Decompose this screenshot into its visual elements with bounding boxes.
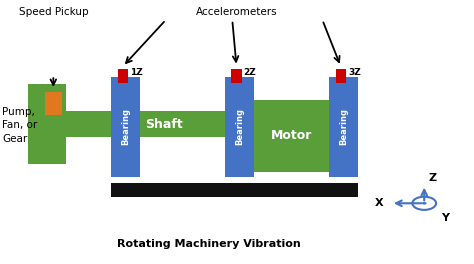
Text: 2Z: 2Z (244, 68, 256, 78)
Text: Speed Pickup: Speed Pickup (19, 7, 88, 17)
Bar (254, 100, 329, 172)
Circle shape (422, 202, 427, 205)
Text: Pump,
Fan, or
Gear: Pump, Fan, or Gear (2, 107, 37, 144)
Text: Bearing: Bearing (121, 108, 130, 145)
Bar (45, 92, 62, 115)
Bar (28, 84, 66, 164)
Bar (231, 69, 242, 83)
Bar (225, 77, 254, 177)
Bar (329, 77, 358, 177)
Text: 1Z: 1Z (130, 68, 143, 78)
Text: Rotating Machinery Vibration: Rotating Machinery Vibration (117, 239, 301, 249)
Bar (336, 69, 346, 83)
Text: Shaft: Shaft (145, 117, 182, 131)
Text: Motor: Motor (271, 129, 312, 143)
Bar (66, 111, 327, 137)
Text: Z: Z (428, 173, 437, 183)
Text: Y: Y (441, 213, 449, 223)
Text: 3Z: 3Z (348, 68, 361, 78)
Bar (118, 69, 128, 83)
Bar (111, 183, 358, 197)
Text: X: X (375, 198, 383, 208)
Text: Accelerometers: Accelerometers (196, 7, 278, 17)
Text: Bearing: Bearing (235, 108, 244, 145)
Text: Bearing: Bearing (339, 108, 348, 145)
Bar (111, 77, 140, 177)
